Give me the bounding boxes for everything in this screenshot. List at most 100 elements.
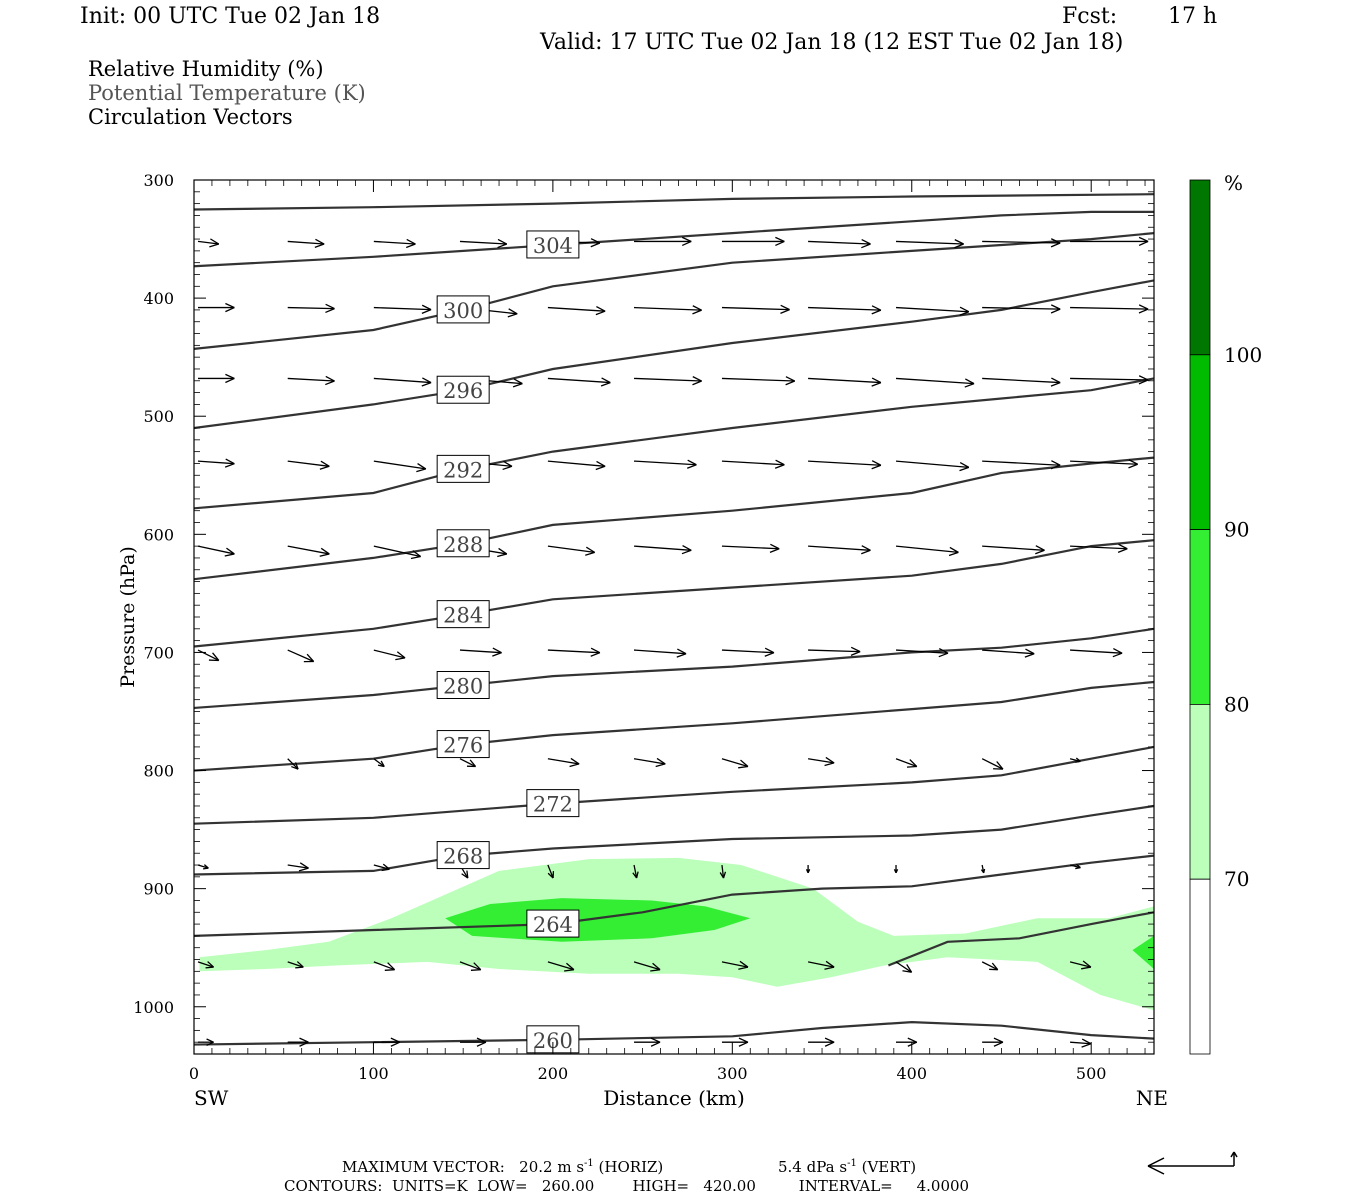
theta-contour-284 (194, 539, 1154, 648)
rh-region-80-1 (445, 898, 751, 942)
circulation-vector (981, 758, 1004, 770)
circulation-vector (634, 1037, 661, 1047)
contour-label-box-288 (436, 529, 490, 558)
circulation-vector (721, 647, 775, 657)
circulation-vector (459, 647, 502, 657)
circulation-vector (1069, 863, 1081, 870)
y-tick-label: 700 (143, 643, 174, 662)
circulation-vector (287, 545, 330, 557)
theta-contour-268 (194, 804, 1154, 876)
colorbar-level-label: 70 (1224, 867, 1249, 891)
circulation-vector (721, 376, 796, 386)
circulation-vector (287, 375, 335, 386)
circulation-vector (459, 238, 508, 249)
circulation-vector (1069, 960, 1092, 970)
contour-label-box-300 (436, 295, 490, 324)
contour-label-268: 268 (443, 845, 483, 869)
circulation-vector (198, 302, 235, 313)
contour-label-box-268 (436, 841, 490, 870)
circulation-vector (982, 460, 1061, 470)
contour-label-264: 264 (533, 913, 573, 937)
circulation-vector (808, 460, 882, 470)
circulation-vector (1070, 459, 1138, 469)
circulation-vector (634, 236, 692, 247)
contour-label-box-304 (526, 230, 580, 259)
rh-region-80-2 (1132, 935, 1154, 969)
colorbar-level-label: 80 (1224, 692, 1249, 716)
circulation-vector (719, 864, 727, 879)
circulation-vector (547, 757, 580, 768)
circulation-vector (1070, 543, 1128, 553)
circulation-vector (980, 864, 986, 874)
circulation-vector (1070, 1038, 1092, 1048)
circulation-vector (287, 460, 330, 470)
circulation-vector (547, 961, 575, 972)
contour-label-300: 300 (443, 299, 483, 323)
theta-contour-260 (194, 1020, 1154, 1046)
circulation-vector (373, 545, 422, 560)
circulation-vector (287, 961, 304, 969)
contour-label-box-280 (436, 671, 490, 700)
circulation-vector (198, 1038, 214, 1046)
theta-contour-unlabeled-13 (194, 193, 1154, 211)
x-tick-label: 400 (896, 1064, 927, 1083)
circulation-vector (287, 1037, 309, 1047)
theta-contour-276 (194, 680, 1154, 772)
circulation-vector (373, 863, 390, 872)
vert-value: 5.4 dPa s (778, 1158, 848, 1176)
max-vector-vert: 5.4 dPa s-1 (VERT) (778, 1158, 916, 1176)
circulation-vector (287, 238, 325, 249)
circulation-vector (895, 545, 959, 557)
theta-contour-272 (194, 745, 1154, 825)
x-tick-label: 100 (358, 1064, 389, 1083)
contour-label-box-284 (436, 600, 490, 629)
circulation-vector (459, 961, 482, 971)
circulation-vector (895, 758, 918, 768)
circulation-vector (632, 864, 639, 879)
circulation-vector (1070, 375, 1149, 385)
circulation-vector (373, 1037, 401, 1047)
theta-contour-304 (194, 210, 1154, 268)
colorbar-unit: % (1224, 171, 1243, 195)
x-axis-title: Distance (km) (603, 1086, 745, 1110)
y-tick-label: 800 (143, 762, 174, 781)
circulation-vector (808, 646, 861, 657)
valid-time: Valid: 17 UTC Tue 02 Jan 18 (12 EST Tue … (540, 30, 1124, 55)
horiz-exponent: -1 (584, 1158, 594, 1169)
contour-label-box-264 (526, 909, 580, 938)
colorbar-segment (1189, 704, 1211, 880)
circulation-vector (895, 460, 970, 472)
max-vector-label: MAXIMUM VECTOR: (342, 1158, 505, 1176)
y-tick-label: 600 (143, 525, 174, 544)
circulation-vector (808, 545, 871, 555)
x-tick-label: 200 (538, 1064, 569, 1083)
circulation-vector (197, 545, 235, 557)
forecast-hour: 17 h (1168, 4, 1218, 29)
theta-contour-292 (194, 377, 1154, 510)
circulation-vector (895, 961, 913, 973)
circulation-vector (373, 304, 432, 314)
horiz-suffix: (HORIZ) (598, 1158, 664, 1176)
circulation-vector (807, 960, 835, 970)
x-right-direction: NE (1136, 1086, 1168, 1110)
theta-contour-264 (194, 854, 1154, 937)
circulation-vector (982, 238, 1061, 248)
circulation-vector (721, 543, 780, 553)
circulation-vector (808, 377, 882, 387)
contour-label-304: 304 (533, 234, 573, 258)
contour-label-box-292 (436, 454, 490, 483)
circulation-vector (721, 459, 785, 469)
circulation-vector (893, 865, 899, 874)
circulation-vector (633, 961, 661, 972)
circulation-vector (982, 545, 1045, 555)
circulation-vector (197, 961, 215, 969)
circulation-vector (981, 961, 999, 971)
contour-label-276: 276 (443, 734, 483, 758)
circulation-vector (808, 1037, 835, 1047)
circulation-vector (198, 373, 235, 384)
vert-exponent: -1 (847, 1158, 857, 1169)
max-vector-line: MAXIMUM VECTOR: 20.2 m s-1 (HORIZ) (342, 1158, 663, 1176)
colorbar-segment (1189, 878, 1211, 1055)
circulation-vector (197, 864, 209, 870)
circulation-vector (373, 377, 432, 387)
